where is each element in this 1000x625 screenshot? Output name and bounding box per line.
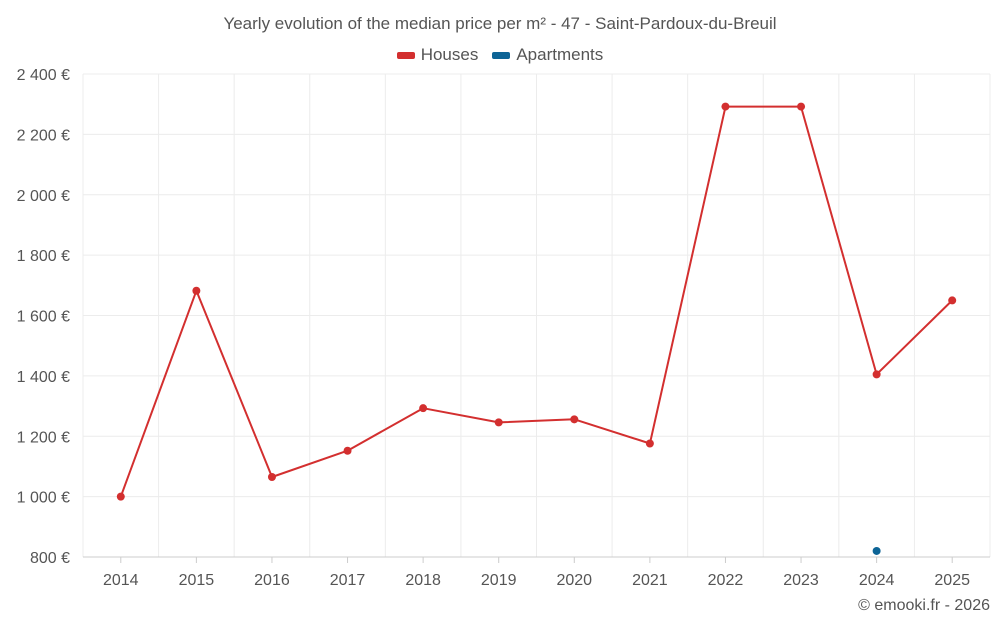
data-point-houses[interactable] <box>721 102 730 111</box>
credit-text: © emooki.fr - 2026 <box>858 597 990 614</box>
chart-legend: Houses Apartments <box>0 45 1000 65</box>
y-tick-label: 1 200 € <box>17 429 70 446</box>
x-tick-label: 2017 <box>330 572 366 589</box>
x-tick-label: 2023 <box>783 572 819 589</box>
data-point-houses[interactable] <box>645 439 654 448</box>
data-point-houses[interactable] <box>494 418 503 427</box>
y-tick-label: 2 000 € <box>17 188 70 205</box>
x-tick-label: 2020 <box>556 572 592 589</box>
y-tick-label: 800 € <box>30 550 70 567</box>
data-point-houses[interactable] <box>948 296 957 305</box>
legend-label-houses: Houses <box>420 45 479 64</box>
data-point-houses[interactable] <box>797 102 806 111</box>
x-tick-label: 2016 <box>254 572 290 589</box>
x-tick-label: 2015 <box>179 572 215 589</box>
y-tick-label: 2 400 € <box>17 67 70 84</box>
data-point-houses[interactable] <box>343 446 352 455</box>
data-point-houses[interactable] <box>872 370 881 379</box>
legend-item-apartments[interactable]: Apartments <box>492 45 603 65</box>
x-tick-label: 2014 <box>103 572 139 589</box>
x-tick-label: 2022 <box>708 572 744 589</box>
y-tick-label: 1 600 € <box>17 309 70 326</box>
y-tick-label: 2 200 € <box>17 127 70 144</box>
chart-title: Yearly evolution of the median price per… <box>223 14 777 33</box>
data-point-houses[interactable] <box>570 415 579 424</box>
y-tick-label: 1 800 € <box>17 248 70 265</box>
series-line-houses <box>119 105 953 497</box>
y-tick-label: 1 400 € <box>17 369 70 386</box>
data-point-houses[interactable] <box>116 492 125 501</box>
data-point-houses[interactable] <box>267 473 276 482</box>
legend-swatch-houses <box>396 51 415 59</box>
legend-swatch-apartments <box>492 51 511 59</box>
x-tick-label: 2021 <box>632 572 668 589</box>
y-tick-label: 1 000 € <box>17 490 70 507</box>
x-tick-label: 2025 <box>934 572 970 589</box>
x-tick-label: 2018 <box>405 572 441 589</box>
x-tick-label: 2024 <box>859 572 895 589</box>
data-point-houses[interactable] <box>419 404 428 413</box>
data-point-houses[interactable] <box>192 286 201 295</box>
data-point-apartments[interactable] <box>872 546 881 555</box>
legend-item-houses[interactable]: Houses <box>396 45 479 65</box>
x-tick-label: 2019 <box>481 572 517 589</box>
legend-label-apartments: Apartments <box>516 45 604 64</box>
